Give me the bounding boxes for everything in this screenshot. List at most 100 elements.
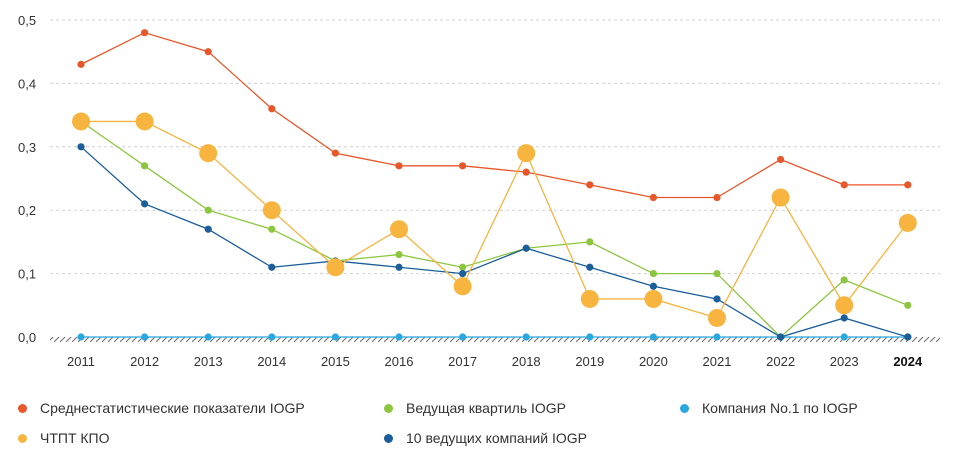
data-point [713,193,721,202]
data-point [135,112,154,131]
x-tick-label: 2018 [512,354,541,369]
data-point [644,289,663,308]
data-point [395,333,403,341]
legend-item-iogp-top10: 10 ведущих компаний IOGP [384,430,587,446]
data-point [204,225,212,233]
x-tick-label: 2024 [893,354,923,369]
data-point [835,296,854,315]
data-point [771,188,790,207]
data-point [268,333,276,341]
x-axis: 2011 2012 2013 2014 2015 2016 2017 2018 2019 2020… [67,354,923,369]
x-tick-label: 2019 [575,354,604,369]
data-point [777,333,785,341]
data-point [840,333,848,341]
data-point [72,112,90,131]
data-point [586,333,594,341]
data-point [586,181,594,189]
data-point [268,105,276,113]
legend-marker [680,403,689,413]
data-point [268,263,276,271]
data-point [649,282,658,290]
y-tick-label: 0,1 [18,267,36,282]
data-point [777,155,785,164]
legend-marker [384,433,393,443]
data-point [459,263,467,271]
series-line [80,146,908,338]
x-tick-label: 2013 [194,354,223,369]
data-point [390,220,408,239]
data-point [459,333,467,341]
data-point [268,225,276,233]
x-tick-label: 2014 [257,354,286,369]
legend-marker [384,403,393,413]
data-point [904,301,912,309]
data-point [580,289,599,308]
legend-item-kpo: ЧТПТ КПО [18,430,110,446]
data-point [522,244,530,252]
data-point [395,162,403,170]
x-tick-label: 2011 [67,354,95,369]
series-0 [77,29,912,202]
data-point [713,270,721,278]
data-point [649,193,658,202]
legend-label: 10 ведущих компаний IOGP [406,430,587,446]
x-tick-label: 2016 [385,354,414,369]
legend-marker [18,433,27,443]
y-tick-label: 0,4 [18,76,36,91]
data-point [395,250,403,259]
legend-label: ЧТПТ КПО [40,430,110,446]
data-point [331,333,339,341]
series-3 [72,112,917,327]
data-point [522,168,530,176]
data-point [395,263,403,271]
data-point [77,143,85,151]
data-point [204,333,212,341]
data-point [453,277,472,296]
data-point [141,200,149,208]
series [72,29,917,341]
data-point [840,314,848,322]
x-tick-label: 2015 [321,354,350,369]
data-point [898,213,917,232]
x-tick-label: 2021 [703,354,732,369]
y-tick-label: 0,0 [18,330,36,345]
legend-item-iogp-company-no1: Компания No.1 по IOGP [680,400,858,416]
x-tick-label: 2017 [448,354,477,369]
data-point [522,333,530,341]
x-tick-label: 2012 [130,354,159,369]
data-point [77,333,85,341]
legend: Среднестатистические показатели IOGP Вед… [0,392,962,462]
y-tick-label: 0,2 [18,203,36,218]
series-line [80,31,908,199]
data-point [649,270,658,278]
data-point [326,258,345,277]
legend-label: Среднестатистические показатели IOGP [40,400,305,416]
legend-item-iogp-top-quartile: Ведущая квартиль IOGP [384,400,566,416]
data-point [840,181,848,189]
series-line [80,120,909,338]
data-point [141,333,149,341]
legend-item-iogp-average: Среднестатистические показатели IOGP [18,400,305,416]
data-point [713,295,721,303]
data-point [459,270,467,278]
data-point [459,162,467,170]
grid [50,19,940,275]
data-point [331,149,339,157]
y-tick-label: 0,3 [18,140,36,155]
data-point [713,333,721,341]
data-point [199,144,218,163]
series-4 [77,143,912,341]
x-axis-baseline [50,337,940,342]
series-line [81,120,909,319]
data-point [904,333,912,341]
data-point [77,60,85,68]
data-point [204,48,212,56]
data-point [649,333,658,341]
x-tick-label: 2022 [766,354,795,369]
legend-label: Ведущая квартиль IOGP [406,400,567,416]
data-point [586,238,594,246]
data-point [517,144,536,163]
legend-label: Компания No.1 по IOGP [702,400,858,416]
legend-marker [18,403,27,413]
